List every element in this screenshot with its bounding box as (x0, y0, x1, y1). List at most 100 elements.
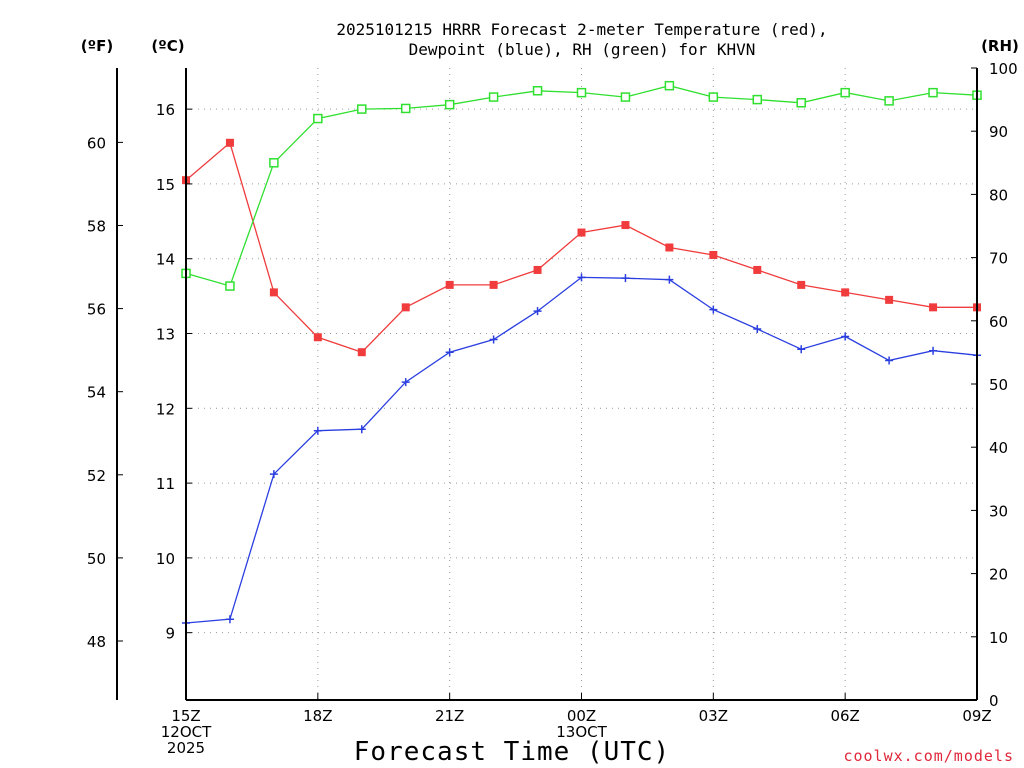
data-point (884, 96, 894, 106)
fahrenheit-tick-label: 58 (87, 217, 106, 235)
data-point (885, 356, 894, 365)
x-tick-label: 03Z (699, 707, 728, 725)
data-point (269, 288, 278, 297)
x-tick-label: 18Z (303, 707, 332, 725)
data-point (665, 243, 674, 252)
celsius-tick-label: 13 (156, 326, 175, 344)
data-point (357, 104, 367, 114)
data-point (269, 158, 279, 168)
data-point (489, 280, 498, 289)
rh-tick-label: 10 (989, 629, 1008, 647)
rh-tick-label: 80 (989, 186, 1008, 204)
data-point (533, 307, 542, 316)
data-point (621, 221, 630, 230)
data-point (841, 288, 850, 297)
data-point (401, 303, 410, 312)
celsius-tick-label: 14 (156, 251, 175, 269)
rh-tick-label: 60 (989, 313, 1008, 331)
data-point (225, 281, 235, 291)
rh-tick-label: 30 (989, 502, 1008, 520)
data-point (928, 87, 938, 98)
x-axis-title: Forecast Time (UTC) (354, 737, 670, 767)
data-point (929, 303, 938, 312)
data-point (225, 615, 234, 624)
x-tick-label: 2025 (167, 739, 205, 757)
data-point (752, 94, 763, 105)
data-point (708, 92, 719, 102)
chart-title-line-1: 2025101215 HRRR Forecast 2-meter Tempera… (336, 20, 827, 39)
data-point (620, 92, 631, 102)
chart-title-line-2: Dewpoint (blue), RH (green) for KHVN (409, 40, 756, 59)
series-layer (181, 80, 982, 627)
data-point (840, 87, 850, 98)
x-tick-label: 15Z (171, 707, 200, 725)
x-tick-label: 21Z (435, 707, 464, 725)
data-point (577, 228, 586, 237)
celsius-tick-label: 11 (156, 475, 175, 493)
data-point (621, 274, 630, 283)
rh-tick-label: 70 (989, 250, 1008, 268)
data-point (841, 332, 850, 341)
rh-tick-label: 40 (989, 439, 1008, 457)
x-tick-label: 12OCT (161, 723, 212, 741)
fahrenheit-tick-label: 48 (87, 633, 106, 651)
fahrenheit-tick-label: 56 (87, 301, 106, 319)
celsius-axis-label: (ºC) (151, 37, 184, 55)
data-point (576, 87, 587, 98)
credit-text: coolwx.com/models (843, 747, 1014, 765)
rh-tick-label: 50 (989, 376, 1008, 394)
celsius-tick-label: 12 (156, 400, 175, 418)
data-point (313, 426, 322, 435)
data-point (796, 98, 806, 108)
data-point (489, 335, 498, 344)
x-tick-label: 00Z (567, 707, 596, 725)
data-point (445, 280, 454, 289)
data-point (313, 333, 322, 342)
data-point (709, 250, 718, 259)
data-point (357, 348, 366, 357)
data-point (797, 280, 806, 289)
data-point (665, 275, 674, 284)
axis-layer: 9 10 11 12 13 14 15 16 48 50 52 54 56 58 60 0 10 20 30 40 50… (87, 60, 1018, 757)
fahrenheit-axis-label: (ºF) (81, 37, 113, 55)
data-point (313, 113, 323, 124)
data-point (445, 348, 454, 357)
data-point (709, 305, 718, 314)
fahrenheit-tick-label: 52 (87, 467, 106, 485)
fahrenheit-tick-label: 60 (87, 134, 106, 152)
celsius-tick-label: 10 (156, 550, 175, 568)
rh-tick-label: 20 (989, 566, 1008, 584)
data-point (444, 99, 455, 110)
series-line (185, 276, 978, 624)
celsius-tick-label: 15 (156, 176, 175, 194)
x-tick-label: 09Z (962, 707, 991, 725)
series-line (185, 85, 978, 287)
celsius-tick-label: 16 (156, 101, 175, 119)
data-point (885, 295, 894, 304)
data-point (532, 86, 543, 96)
data-point (753, 265, 762, 274)
fahrenheit-tick-label: 54 (87, 384, 106, 402)
data-point (357, 425, 366, 434)
data-point (269, 470, 278, 479)
x-tick-label: 06Z (830, 707, 859, 725)
data-point (797, 345, 806, 354)
data-point (225, 138, 234, 147)
rh-tick-label: 0 (989, 692, 999, 710)
grid-layer (185, 68, 978, 700)
fahrenheit-tick-label: 50 (87, 550, 106, 568)
data-point (753, 325, 762, 334)
celsius-tick-label: 9 (165, 625, 175, 643)
rh-tick-label: 90 (989, 123, 1008, 141)
data-point (400, 103, 411, 114)
rh-axis-label: (RH) (981, 37, 1019, 55)
data-point (664, 80, 675, 91)
data-point (401, 378, 410, 387)
data-point (929, 346, 938, 355)
data-point (533, 265, 542, 274)
data-point (577, 273, 586, 282)
data-point (488, 92, 499, 102)
rh-tick-label: 100 (989, 60, 1018, 78)
x-tick-label: 13OCT (556, 723, 607, 741)
